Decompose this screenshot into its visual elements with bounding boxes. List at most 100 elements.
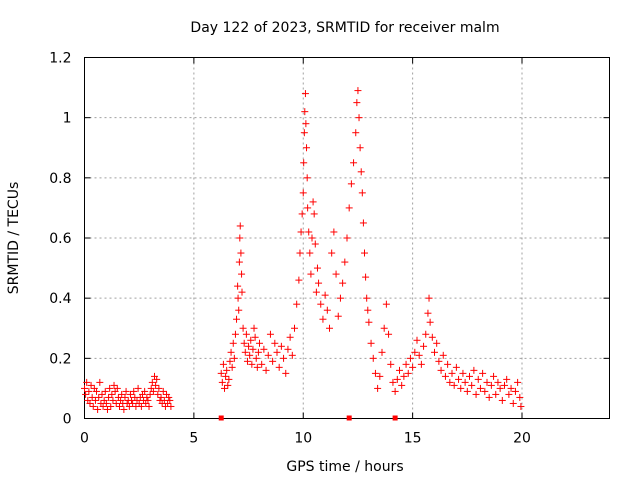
data-point [250,324,258,332]
data-point [145,402,153,410]
data-point [452,363,460,371]
data-point [228,363,236,371]
data-point [463,387,471,395]
data-point [313,264,321,272]
data-point [393,375,401,383]
data-point [118,390,126,398]
data-point [144,396,152,404]
data-point [347,180,355,188]
data-point [461,378,469,386]
data-point [356,144,364,152]
data-point [238,270,246,278]
data-point [275,363,283,371]
data-point [400,372,408,380]
data-point [102,399,110,407]
data-point [116,402,123,410]
data-point [82,390,90,398]
data-point [326,324,333,332]
y-tick-label: 0.6 [49,231,71,247]
data-point [413,336,421,344]
data-point [309,198,317,206]
data-point [112,399,120,407]
data-point [122,387,130,395]
data-point [130,387,138,395]
data-point [409,363,417,371]
data-point [319,315,327,323]
data-point [468,381,476,389]
data-point [404,369,412,377]
data-point [262,366,270,374]
grid-lines [84,57,610,419]
data-point [301,108,309,116]
data-point [83,378,91,386]
data-point [153,375,161,383]
data-point [503,375,511,383]
data-point [88,393,96,401]
data-point [242,330,250,338]
data-point [385,330,393,338]
y-axis-label: SRMTID / TECUs [6,182,22,295]
data-point [229,339,237,347]
data-point [301,90,309,98]
data-point [113,384,121,392]
data-point [266,330,274,338]
data-point [378,348,386,356]
data-point [237,249,245,257]
data-point [492,390,500,398]
data-point [155,384,163,392]
data-point [306,249,314,257]
data-point [501,381,508,389]
data-point [424,309,432,317]
data-point [233,315,241,323]
data-point [481,387,489,395]
data-point [81,384,88,392]
data-point [330,228,338,236]
data-point [304,204,312,212]
data-point [87,381,95,389]
data-point [222,372,230,380]
data-point [107,402,115,410]
data-point [361,249,368,257]
data-point [251,333,259,341]
data-point [167,402,175,410]
chart-title: Day 122 of 2023, SRMTID for receiver mal… [190,20,499,36]
data-point [109,396,117,404]
data-point [126,390,134,398]
data-point [252,354,260,362]
data-point [448,369,456,377]
data-point [246,351,254,359]
x-axis-label: GPS time / hours [286,459,403,475]
data-point [282,369,290,377]
data-point [439,351,447,359]
data-point [300,129,308,137]
data-point [466,372,473,380]
data-point [291,324,298,332]
data-point [236,222,244,230]
data-point [332,270,340,278]
data-point [420,342,428,350]
data-point [235,306,243,314]
y-tick-label: 0.2 [49,351,71,367]
x-tick-label: 20 [513,431,531,447]
data-point [357,168,365,176]
data-point [231,330,239,338]
data-point [352,129,360,137]
data-point [85,387,93,395]
data-point [450,381,458,389]
data-point [295,276,303,284]
data-point [120,405,128,413]
data-point [95,393,103,401]
data-point [256,339,263,347]
data-point [369,354,377,362]
data-point [431,348,438,356]
axis-ticks: 0 0.2 0.4 0.6 0.8 1 1.2 0 5 10 15 20 [49,51,610,447]
data-point [355,114,363,122]
data-point [358,189,366,197]
data-point [474,375,482,383]
x-tick-label: 15 [404,431,422,447]
data-point [317,300,325,308]
axis-markers [218,415,398,421]
data-point [402,360,410,368]
data-point [166,396,174,404]
data-point [165,393,173,401]
